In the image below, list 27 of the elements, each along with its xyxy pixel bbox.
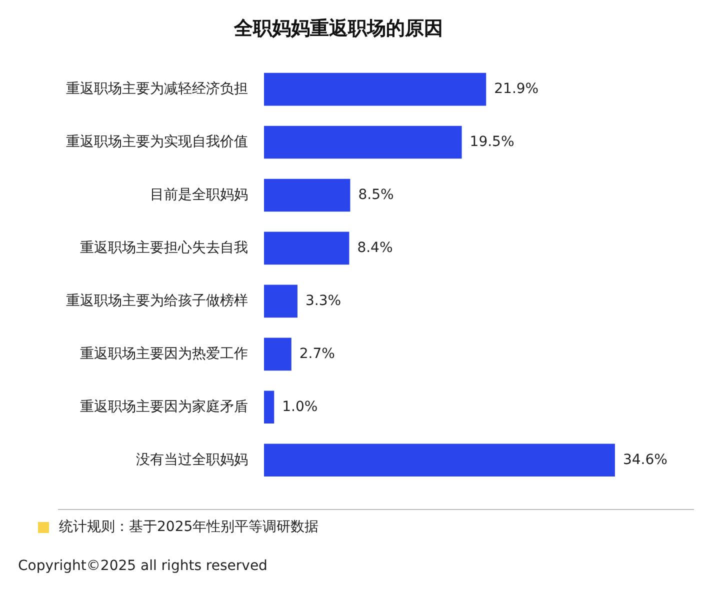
y-tick-label: 目前是全职妈妈 [150,186,248,203]
bar [264,284,298,318]
bar [264,72,486,106]
bar [264,178,350,212]
y-tick-label: 重返职场主要为给孩子做榜样 [66,292,248,309]
y-tick-label: 重返职场主要因为热爱工作 [80,346,248,362]
data-label: 2.7% [299,346,335,362]
y-tick-label: 没有当过全职妈妈 [136,452,248,468]
data-label: 21.9% [494,80,539,97]
bar [264,444,615,477]
text: 统计规则：基于2025年性别平等调研数据 [59,518,319,536]
data-label: 3.3% [305,292,342,309]
chart-title: 全职妈妈重返职场的原因 [233,17,443,40]
data-label: 8.4% [357,240,393,256]
data-label: 34.6% [622,452,668,468]
y-tick-label: 重返职场主要为实现自我价值 [66,134,248,150]
bar [264,232,350,265]
bar [264,338,292,371]
bar [264,126,462,159]
data-label: 1.0% [282,398,318,415]
y-tick-label: 重返职场主要担心失去自我 [80,240,248,256]
data-label: 8.5% [358,186,394,203]
y-tick-label: 重返职场主要为减轻经济负担 [66,80,248,97]
y-tick-label: 重返职场主要因为家庭矛盾 [80,398,248,415]
data-label: 19.5% [470,134,514,150]
bar [264,390,274,424]
text: Copyright©2025 all rights reserved [18,558,268,574]
